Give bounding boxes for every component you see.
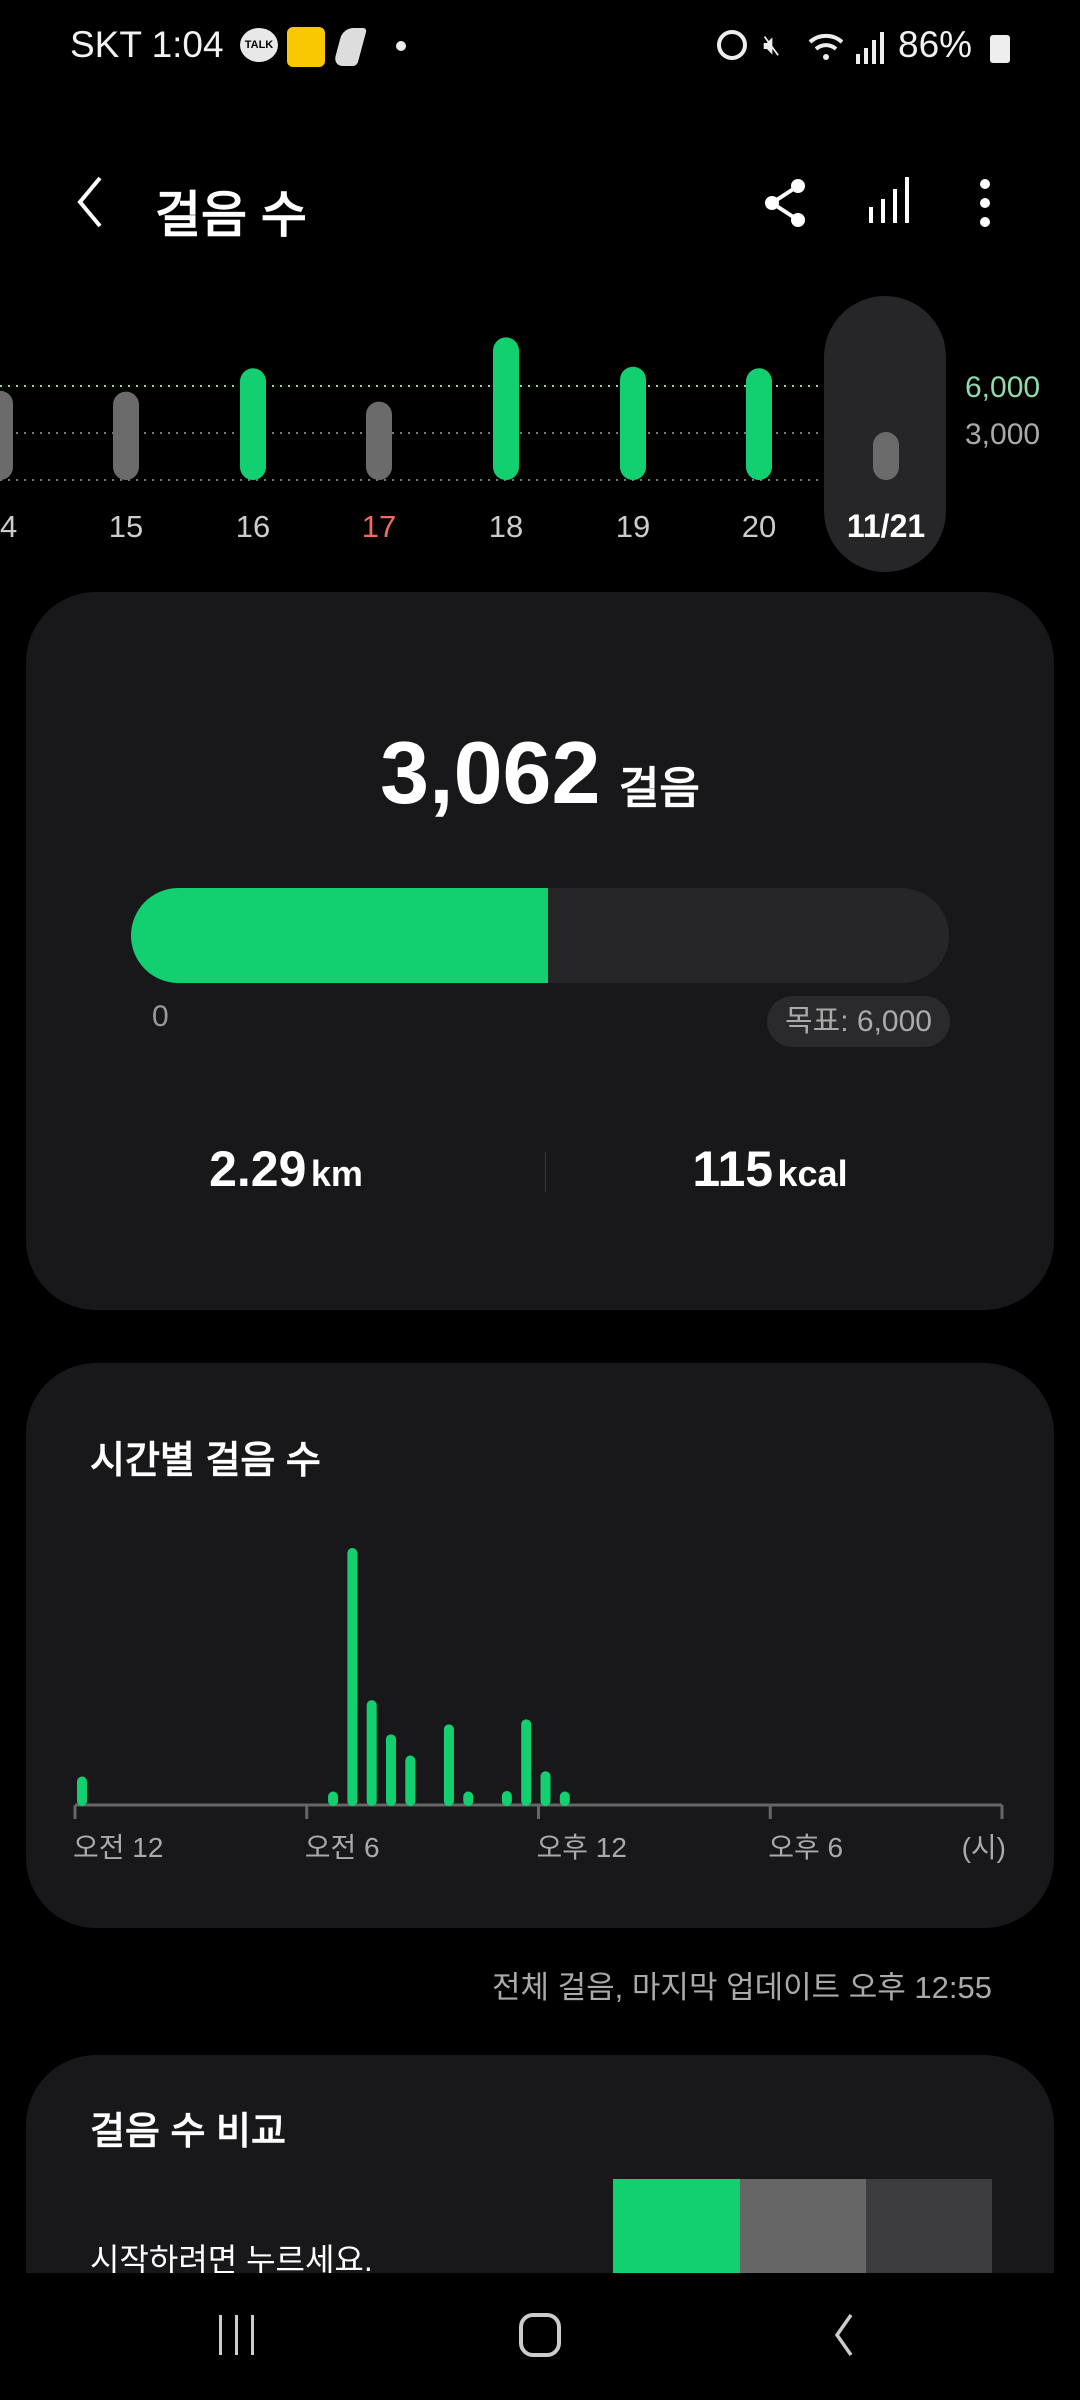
recents-icon[interactable] xyxy=(215,2313,259,2357)
day-label[interactable]: 16 xyxy=(236,509,270,544)
kb-bank-icon xyxy=(287,27,325,67)
status-bar: SKT 1:04 TALK 🔇︎ 86% xyxy=(0,0,1080,90)
signal-icon xyxy=(856,32,884,64)
battery-percent: 86% xyxy=(898,24,973,65)
x-tick-label: 오전 6 xyxy=(305,1832,380,1863)
day-label[interactable]: 18 xyxy=(489,509,523,544)
app-bar: 걸음 수 xyxy=(0,150,1080,260)
day-label[interactable]: 20 xyxy=(742,509,776,544)
kakaotalk-icon: TALK xyxy=(240,28,278,62)
carrier-time: SKT 1:04 xyxy=(70,24,224,65)
day-label[interactable]: 11/21 xyxy=(847,508,925,544)
compare-subtitle: 시작하려면 누르세요. xyxy=(90,2242,373,2273)
x-tick-label: 오전 12 xyxy=(73,1832,163,1863)
hourly-bar xyxy=(463,1791,474,1806)
dot-icon xyxy=(396,41,406,51)
hourly-bar xyxy=(77,1776,87,1806)
hourly-bar xyxy=(559,1791,570,1806)
distance-stat: 2.29 km xyxy=(26,1140,546,1198)
navigation-bar xyxy=(0,2273,1080,2400)
hourly-bar xyxy=(347,1548,358,1806)
step-count-unit: 걸음 xyxy=(618,764,700,813)
day-bar[interactable] xyxy=(0,390,13,480)
day-label[interactable]: 15 xyxy=(109,509,143,544)
day-bar[interactable] xyxy=(366,401,392,480)
compare-card[interactable]: 걸음 수 비교 시작하려면 누르세요. xyxy=(26,2055,1054,2273)
hourly-bar xyxy=(386,1734,396,1806)
hourly-bar xyxy=(443,1724,454,1806)
back-icon[interactable] xyxy=(70,172,110,232)
y-tick-label: 3,000 xyxy=(965,418,1040,451)
distance-value: 2.29 xyxy=(209,1141,307,1197)
step-count: 3,062 걸음 xyxy=(26,722,1054,824)
progress-min-label: 0 xyxy=(152,1000,169,1033)
daily-steps-chart[interactable]: 14 15 16 17 18 19 20 11/21 6,000 3,000 xyxy=(0,280,1080,580)
wifi-icon xyxy=(808,33,844,60)
stat-divider xyxy=(545,1152,546,1192)
progress-fill xyxy=(131,888,549,983)
x-tick-label: 오후 6 xyxy=(768,1832,843,1863)
shoe-icon xyxy=(332,28,368,66)
summary-card: 3,062 걸음 0 목표: 6,000 2.29 km 115 kcal xyxy=(26,592,1054,1310)
share-icon[interactable] xyxy=(762,178,808,228)
alarm-icon xyxy=(717,30,747,60)
hourly-card[interactable]: 시간별 걸음 수 오전 12 오전 6 오후 12 오후 6 (시) xyxy=(26,1363,1054,1928)
hourly-title: 시간별 걸음 수 xyxy=(90,1440,321,1482)
day-bar[interactable] xyxy=(873,432,899,480)
day-label[interactable]: 19 xyxy=(616,509,650,544)
hourly-bar xyxy=(328,1791,339,1806)
distance-unit: km xyxy=(310,1153,363,1194)
x-tick-label: 오후 12 xyxy=(537,1832,627,1863)
last-update-note: 전체 걸음, 마지막 업데이트 오후 12:55 xyxy=(491,1970,992,2005)
hourly-steps-chart: 오전 12 오전 6 오후 12 오후 6 (시) xyxy=(73,1548,1006,1863)
day-bar[interactable] xyxy=(746,368,772,480)
hourly-bar xyxy=(405,1755,416,1806)
hourly-bar xyxy=(540,1771,551,1806)
progress-bar xyxy=(131,888,949,983)
goal-badge[interactable]: 목표: 6,000 xyxy=(767,996,950,1047)
compare-title: 걸음 수 비교 xyxy=(90,2111,286,2153)
x-unit-label: (시) xyxy=(962,1832,1006,1863)
day-label[interactable]: 17 xyxy=(362,509,396,544)
home-icon[interactable] xyxy=(518,2313,562,2357)
compare-graphic-gray xyxy=(740,2179,866,2273)
y-tick-label: 6,000 xyxy=(965,371,1040,404)
step-count-value: 3,062 xyxy=(380,723,601,822)
page-title: 걸음 수 xyxy=(155,187,307,243)
chart-icon[interactable] xyxy=(865,175,915,225)
hourly-bar xyxy=(521,1719,532,1806)
day-bar[interactable] xyxy=(620,366,646,480)
nav-back-icon[interactable] xyxy=(825,2313,865,2357)
calories-value: 115 xyxy=(692,1141,774,1197)
compare-clip: 걸음 수 비교 시작하려면 누르세요. xyxy=(0,2055,1080,2273)
day-bar[interactable] xyxy=(113,391,139,480)
day-bar[interactable] xyxy=(240,368,266,480)
mute-icon: 🔇︎ xyxy=(763,29,781,60)
calories-unit: kcal xyxy=(777,1153,848,1194)
hourly-bar xyxy=(501,1791,512,1806)
compare-graphic-dark xyxy=(866,2179,992,2273)
day-label[interactable]: 14 xyxy=(0,509,17,544)
calories-stat: 115 kcal xyxy=(516,1140,1024,1198)
day-bar[interactable] xyxy=(493,337,519,480)
hourly-bar xyxy=(366,1700,377,1806)
more-icon[interactable] xyxy=(975,178,995,228)
battery-icon xyxy=(990,35,1010,63)
compare-graphic-green xyxy=(613,2179,740,2273)
